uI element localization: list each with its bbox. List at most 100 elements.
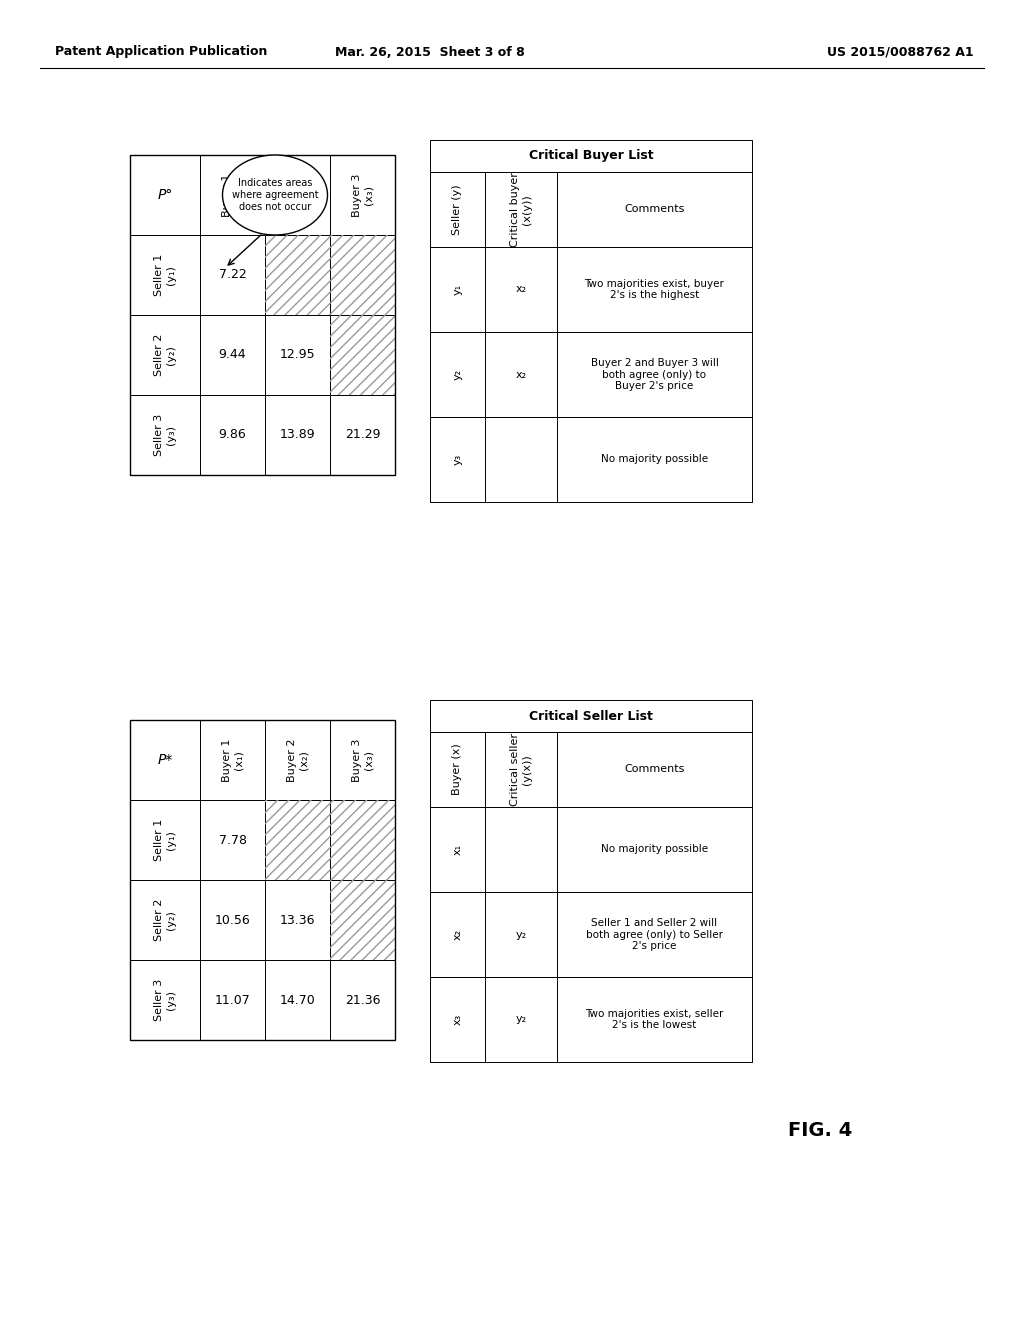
Text: Seller (y): Seller (y) bbox=[453, 185, 463, 235]
Bar bbox=[430, 733, 485, 807]
Bar bbox=[430, 977, 485, 1063]
Text: Buyer 2 and Buyer 3 will
both agree (only) to
Buyer 2's price: Buyer 2 and Buyer 3 will both agree (onl… bbox=[591, 358, 719, 391]
Text: 11.07: 11.07 bbox=[215, 994, 251, 1006]
Text: Critical seller
(y(x)): Critical seller (y(x)) bbox=[510, 733, 531, 807]
Bar bbox=[130, 880, 200, 960]
Bar bbox=[430, 700, 752, 733]
Text: Seller 2
(y₂): Seller 2 (y₂) bbox=[155, 899, 176, 941]
Text: 10.56: 10.56 bbox=[215, 913, 251, 927]
Text: Seller 1
(y₁): Seller 1 (y₁) bbox=[155, 253, 176, 296]
Bar bbox=[330, 719, 395, 800]
Text: 21.29: 21.29 bbox=[345, 429, 380, 441]
Text: 9.86: 9.86 bbox=[219, 429, 247, 441]
Text: y₃: y₃ bbox=[453, 454, 463, 465]
Bar bbox=[200, 719, 265, 800]
Text: x₁: x₁ bbox=[453, 843, 463, 855]
Text: Buyer (x): Buyer (x) bbox=[453, 743, 463, 796]
Bar bbox=[430, 140, 752, 172]
Bar bbox=[430, 172, 485, 247]
Text: Seller 1
(y₁): Seller 1 (y₁) bbox=[155, 818, 176, 861]
Bar bbox=[265, 800, 330, 880]
Bar bbox=[485, 733, 557, 807]
Text: Mar. 26, 2015  Sheet 3 of 8: Mar. 26, 2015 Sheet 3 of 8 bbox=[335, 45, 525, 58]
Text: y₁: y₁ bbox=[453, 284, 463, 296]
Text: Buyer 3
(x₃): Buyer 3 (x₃) bbox=[351, 738, 374, 781]
Bar bbox=[265, 315, 330, 395]
Bar bbox=[200, 395, 265, 475]
Bar bbox=[330, 960, 395, 1040]
Text: Two majorities exist, buyer
2's is the highest: Two majorities exist, buyer 2's is the h… bbox=[585, 279, 724, 300]
Bar bbox=[265, 800, 330, 880]
Bar bbox=[430, 807, 485, 892]
Bar bbox=[130, 235, 200, 315]
Bar bbox=[430, 417, 485, 502]
Bar bbox=[130, 800, 200, 880]
Bar bbox=[557, 733, 752, 807]
Bar bbox=[557, 892, 752, 977]
Text: Buyer 2
(x₂): Buyer 2 (x₂) bbox=[287, 738, 308, 781]
Text: 13.89: 13.89 bbox=[280, 429, 315, 441]
Text: 7.78: 7.78 bbox=[218, 833, 247, 846]
Text: Two majorities exist, seller
2's is the lowest: Two majorities exist, seller 2's is the … bbox=[586, 1008, 724, 1031]
Bar bbox=[557, 807, 752, 892]
Bar bbox=[265, 960, 330, 1040]
Bar bbox=[430, 247, 485, 333]
Text: Patent Application Publication: Patent Application Publication bbox=[55, 45, 267, 58]
Bar bbox=[485, 172, 557, 247]
Text: Buyer 3
(x₃): Buyer 3 (x₃) bbox=[351, 173, 374, 216]
Bar bbox=[330, 880, 395, 960]
Text: y₂: y₂ bbox=[515, 1015, 526, 1024]
Text: Seller 3
(y₃): Seller 3 (y₃) bbox=[155, 414, 176, 457]
Text: Comments: Comments bbox=[625, 764, 685, 775]
Text: 7.22: 7.22 bbox=[219, 268, 247, 281]
Bar bbox=[200, 315, 265, 395]
Bar bbox=[200, 960, 265, 1040]
Text: Seller 1 and Seller 2 will
both agree (only) to Seller
2's price: Seller 1 and Seller 2 will both agree (o… bbox=[586, 917, 723, 952]
Text: 9.44: 9.44 bbox=[219, 348, 247, 362]
Bar bbox=[330, 315, 395, 395]
Text: US 2015/0088762 A1: US 2015/0088762 A1 bbox=[826, 45, 974, 58]
Text: x₂: x₂ bbox=[515, 285, 526, 294]
Bar bbox=[265, 395, 330, 475]
Text: No majority possible: No majority possible bbox=[601, 845, 708, 854]
Bar bbox=[130, 154, 395, 475]
Bar bbox=[557, 977, 752, 1063]
Bar bbox=[265, 235, 330, 315]
Bar bbox=[330, 235, 395, 315]
Bar bbox=[557, 333, 752, 417]
Bar bbox=[200, 880, 265, 960]
Bar bbox=[485, 807, 557, 892]
Bar bbox=[130, 960, 200, 1040]
Bar bbox=[485, 892, 557, 977]
Text: Critical Buyer List: Critical Buyer List bbox=[528, 149, 653, 162]
Text: y₂: y₂ bbox=[515, 929, 526, 940]
Bar bbox=[330, 800, 395, 880]
Text: Comments: Comments bbox=[625, 205, 685, 214]
Bar bbox=[130, 719, 200, 800]
Bar bbox=[557, 247, 752, 333]
Text: x₃: x₃ bbox=[453, 1014, 463, 1026]
Text: 13.36: 13.36 bbox=[280, 913, 315, 927]
Text: FIG. 4: FIG. 4 bbox=[787, 1121, 852, 1139]
Bar bbox=[330, 235, 395, 315]
Text: x₂: x₂ bbox=[453, 929, 463, 940]
Text: Indicates areas
where agreement
does not occur: Indicates areas where agreement does not… bbox=[231, 178, 318, 211]
Bar bbox=[557, 172, 752, 247]
Text: Buyer 2
(x₂): Buyer 2 (x₂) bbox=[287, 173, 308, 216]
Bar bbox=[200, 235, 265, 315]
Bar bbox=[330, 154, 395, 235]
Text: Buyer 1
(x₁): Buyer 1 (x₁) bbox=[222, 173, 244, 216]
Ellipse shape bbox=[222, 154, 328, 235]
Text: Critical buyer
(x(y)): Critical buyer (x(y)) bbox=[510, 172, 531, 247]
Text: x₂: x₂ bbox=[515, 370, 526, 380]
Bar bbox=[485, 333, 557, 417]
Bar bbox=[330, 395, 395, 475]
Text: P°: P° bbox=[158, 187, 173, 202]
Bar bbox=[130, 315, 200, 395]
Bar bbox=[330, 880, 395, 960]
Text: y₂: y₂ bbox=[453, 368, 463, 380]
Bar bbox=[200, 154, 265, 235]
Bar bbox=[265, 235, 330, 315]
Text: Critical Seller List: Critical Seller List bbox=[529, 710, 653, 722]
Text: 21.36: 21.36 bbox=[345, 994, 380, 1006]
